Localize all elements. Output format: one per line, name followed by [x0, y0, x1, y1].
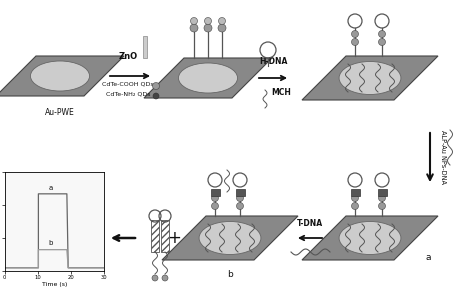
Circle shape: [212, 202, 219, 209]
Text: T-DNA: T-DNA: [297, 219, 323, 228]
Ellipse shape: [199, 221, 261, 254]
Bar: [161, 220, 169, 252]
Circle shape: [237, 194, 243, 201]
Text: ALP-Au NPs-DNA: ALP-Au NPs-DNA: [440, 130, 446, 184]
Bar: [351, 188, 359, 196]
Circle shape: [352, 38, 359, 46]
Text: a: a: [49, 184, 53, 191]
Circle shape: [204, 24, 212, 32]
Circle shape: [352, 194, 359, 201]
Circle shape: [205, 18, 212, 25]
Polygon shape: [0, 56, 124, 96]
Ellipse shape: [339, 62, 401, 95]
Text: +: +: [167, 229, 181, 247]
Circle shape: [378, 30, 385, 38]
Ellipse shape: [178, 63, 237, 93]
Text: b: b: [227, 270, 233, 279]
Circle shape: [237, 202, 243, 209]
Circle shape: [352, 202, 359, 209]
Polygon shape: [302, 56, 438, 100]
X-axis label: Time (s): Time (s): [42, 282, 67, 287]
Circle shape: [152, 83, 159, 90]
Circle shape: [352, 30, 359, 38]
Circle shape: [190, 24, 198, 32]
Circle shape: [218, 24, 226, 32]
Bar: [151, 220, 159, 252]
Ellipse shape: [339, 221, 401, 254]
Circle shape: [153, 93, 159, 99]
Text: ZnO: ZnO: [118, 52, 138, 61]
Text: CdTe-COOH QDs: CdTe-COOH QDs: [102, 82, 154, 87]
Circle shape: [378, 194, 385, 201]
Circle shape: [190, 18, 197, 25]
Text: a: a: [425, 253, 431, 262]
Circle shape: [378, 202, 385, 209]
Bar: [143, 36, 147, 58]
Circle shape: [162, 275, 168, 281]
Ellipse shape: [30, 61, 90, 91]
Circle shape: [152, 275, 158, 281]
Circle shape: [378, 38, 385, 46]
Bar: [377, 188, 387, 196]
Circle shape: [212, 194, 219, 201]
Text: CdTe-NH₂ QDs: CdTe-NH₂ QDs: [106, 92, 150, 97]
Text: MCH: MCH: [271, 88, 291, 97]
Polygon shape: [302, 216, 438, 260]
Polygon shape: [144, 58, 272, 98]
Bar: [236, 188, 244, 196]
Circle shape: [219, 18, 225, 25]
Text: Au-PWE: Au-PWE: [45, 108, 75, 117]
Polygon shape: [162, 216, 298, 260]
Text: H-DNA: H-DNA: [259, 57, 287, 66]
Text: b: b: [49, 241, 53, 246]
Bar: [211, 188, 219, 196]
